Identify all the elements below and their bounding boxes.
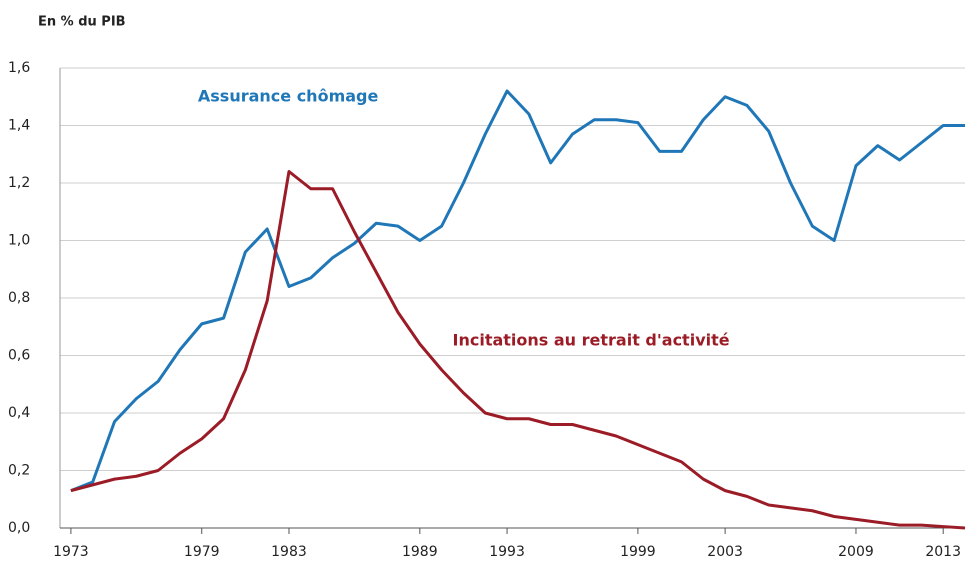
y-tick-label: 1,0 bbox=[8, 233, 30, 249]
x-tick-label: 1983 bbox=[271, 544, 307, 560]
y-tick-label: 0,4 bbox=[8, 405, 30, 421]
x-tick-label: 1993 bbox=[489, 544, 525, 560]
series-line bbox=[70, 89, 965, 493]
x-tick-label: 1989 bbox=[402, 544, 438, 560]
x-tick-label: 1973 bbox=[53, 544, 89, 560]
series-line bbox=[70, 170, 966, 530]
y-tick-label: 0,2 bbox=[8, 463, 30, 479]
y-tick-label: 1,4 bbox=[8, 118, 30, 134]
x-tick-label: 2009 bbox=[838, 544, 874, 560]
series-label: Assurance chômage bbox=[198, 86, 379, 105]
y-tick-label: 1,6 bbox=[8, 60, 30, 76]
y-tick-label: 0,8 bbox=[8, 290, 30, 306]
x-tick-label: 2003 bbox=[707, 544, 743, 560]
x-tick-label: 2013 bbox=[925, 544, 961, 560]
x-tick-label: 1979 bbox=[184, 544, 220, 560]
y-tick-label: 0,6 bbox=[8, 348, 30, 364]
series-label: Incitations au retrait d'activité bbox=[453, 331, 730, 350]
y-axis-label: En % du PIB bbox=[38, 15, 126, 30]
x-tick-label: 1999 bbox=[620, 544, 656, 560]
y-tick-label: 1,2 bbox=[8, 175, 30, 191]
y-tick-label: 0,0 bbox=[8, 520, 30, 536]
